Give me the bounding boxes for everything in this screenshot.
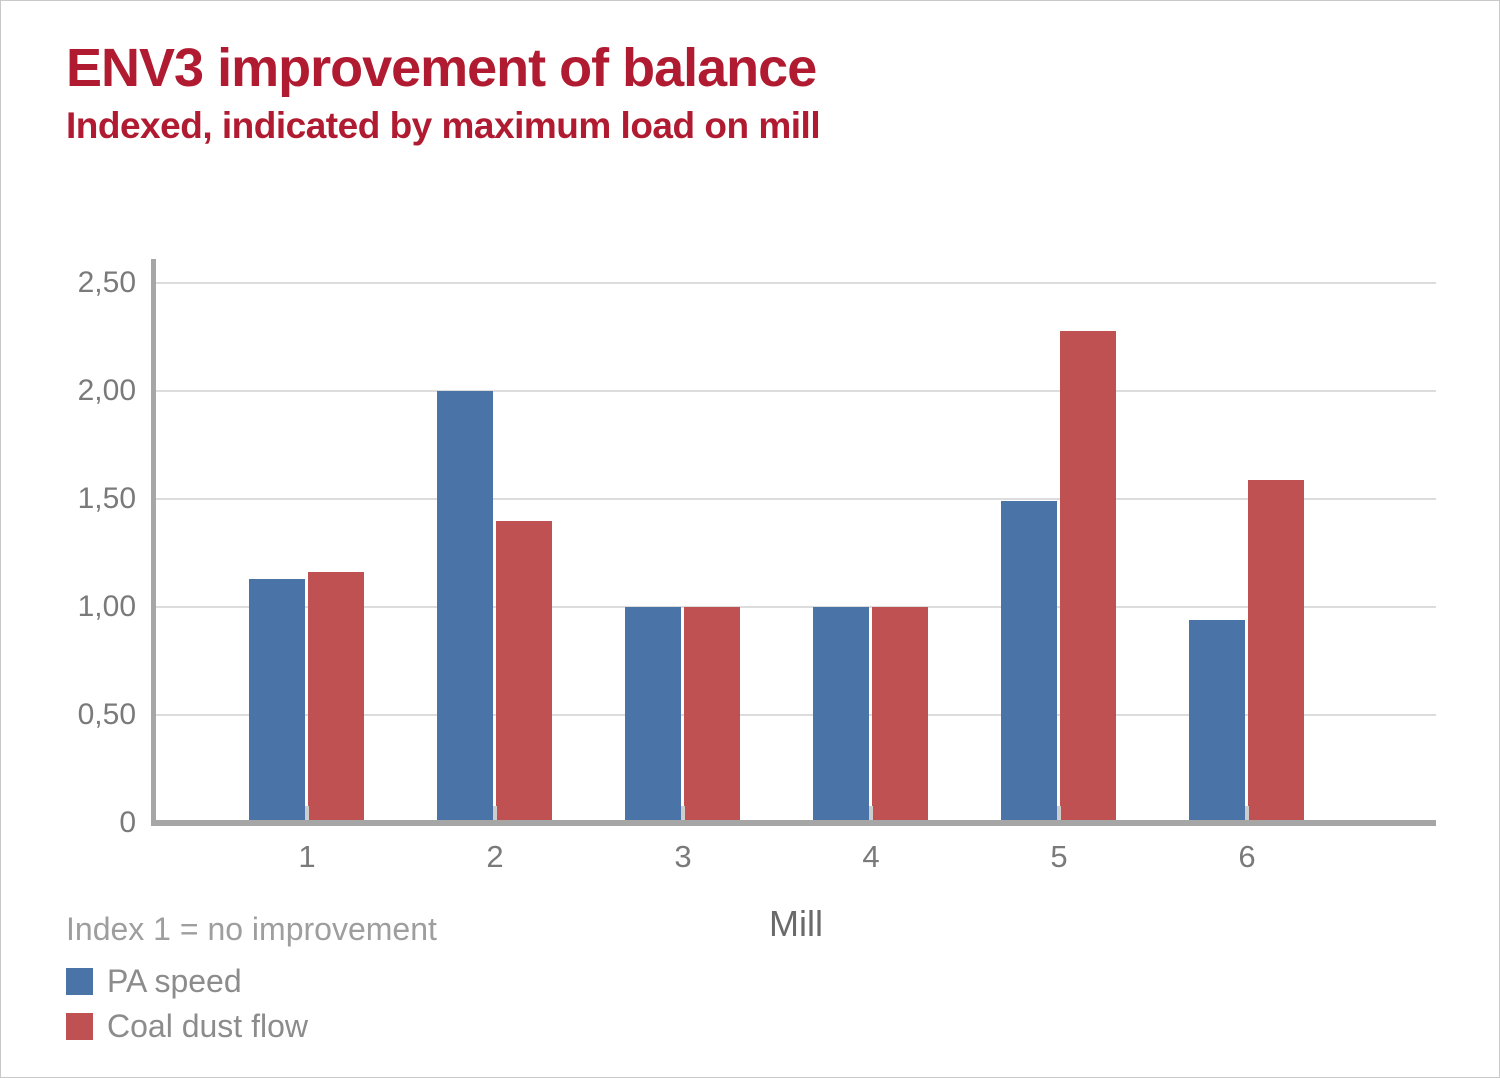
y-tick-label-0: 0 xyxy=(119,806,136,839)
x-tick-mill-6 xyxy=(1245,806,1249,823)
y-tick-label-2-5: 2,50 xyxy=(77,266,136,299)
bar-coal-dust-flow-mill-6 xyxy=(1248,480,1304,823)
legend: PA speed Coal dust flow xyxy=(66,959,308,1049)
bar-coal-dust-flow-mill-3 xyxy=(684,607,740,823)
y-tick-label-2: 2,00 xyxy=(77,374,136,407)
x-tick-label-mill-2: 2 xyxy=(486,839,504,874)
legend-label-coal-dust-flow: Coal dust flow xyxy=(107,1008,308,1044)
gridline-1-5 xyxy=(156,498,1436,500)
x-axis-title: Mill xyxy=(769,903,823,944)
x-tick-mill-2 xyxy=(493,806,497,823)
bar-coal-dust-flow-mill-2 xyxy=(496,521,552,823)
bar-pa-speed-mill-4 xyxy=(813,607,869,823)
legend-item-pa-speed: PA speed xyxy=(66,959,308,1004)
chart-title: ENV3 improvement of balance xyxy=(66,38,817,98)
plot-area: 0 0,50 1,00 1,50 2,00 2,50 1 2 3 4 5 6 xyxy=(78,259,1436,874)
x-tick-mill-5 xyxy=(1057,806,1061,823)
bar-coal-dust-flow-mill-4 xyxy=(872,607,928,823)
y-tick-label-1: 1,00 xyxy=(77,590,136,623)
chart-footnote: Index 1 = no improvement xyxy=(66,911,437,947)
bar-coal-dust-flow-mill-1 xyxy=(308,572,364,823)
bar-pa-speed-mill-6 xyxy=(1189,620,1245,823)
legend-swatch-pa-speed xyxy=(66,968,93,995)
bar-coal-dust-flow-mill-5 xyxy=(1060,331,1116,823)
bar-pa-speed-mill-5 xyxy=(1001,501,1057,823)
x-tick-mill-4 xyxy=(869,806,873,823)
legend-swatch-coal-dust-flow xyxy=(66,1013,93,1040)
x-axis-line xyxy=(151,820,1436,826)
bar-pa-speed-mill-2 xyxy=(437,391,493,823)
bar-pa-speed-mill-3 xyxy=(625,607,681,823)
chart-subtitle: Indexed, indicated by maximum load on mi… xyxy=(66,105,821,146)
x-tick-label-mill-3: 3 xyxy=(674,839,692,874)
x-tick-label-mill-1: 1 xyxy=(298,839,316,874)
gridline-1 xyxy=(156,606,1436,608)
gridline-0-5 xyxy=(156,714,1436,716)
y-axis-line xyxy=(151,259,156,826)
x-tick-label-mill-5: 5 xyxy=(1050,839,1068,874)
x-tick-mill-3 xyxy=(681,806,685,823)
bar-pa-speed-mill-1 xyxy=(249,579,305,823)
y-tick-label-1-5: 1,50 xyxy=(77,482,136,515)
x-tick-label-mill-4: 4 xyxy=(862,839,880,874)
legend-label-pa-speed: PA speed xyxy=(107,963,242,999)
x-tick-mill-1 xyxy=(305,806,309,823)
gridline-2 xyxy=(156,390,1436,392)
legend-item-coal-dust-flow: Coal dust flow xyxy=(66,1004,308,1049)
gridline-2-5 xyxy=(156,282,1436,284)
y-tick-label-0-5: 0,50 xyxy=(77,698,136,731)
x-tick-label-mill-6: 6 xyxy=(1238,839,1256,874)
